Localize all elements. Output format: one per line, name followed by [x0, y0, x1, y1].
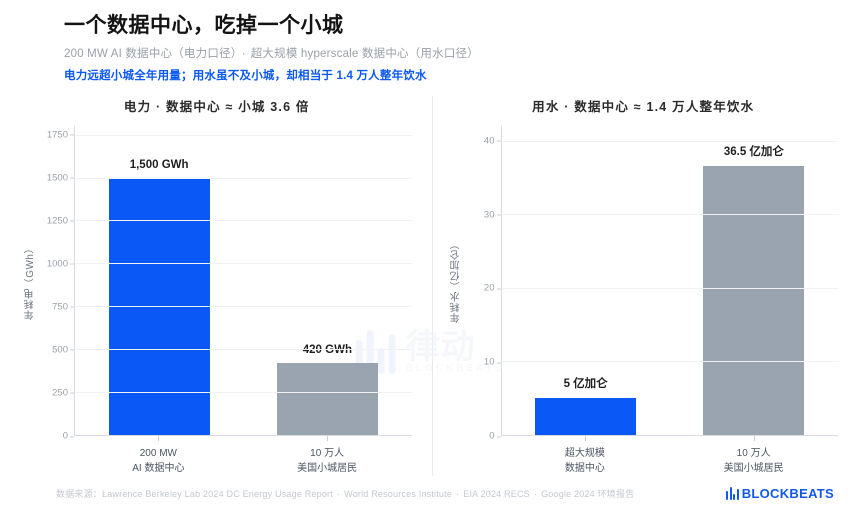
blockbeats-logo-text: BLOCKBEATS	[741, 485, 834, 501]
subtitle-right-text: 超大规模 hyperscale 数据中心（用水口径）	[250, 48, 479, 61]
subtitle-separator: ·	[241, 48, 246, 61]
gridline	[75, 392, 412, 394]
source-item-2: EIA 2024 RECS	[463, 488, 530, 499]
x-tick-line: 10 万人	[310, 448, 345, 459]
y-axis-label-water: 年耗水（亿加仑）	[451, 239, 462, 323]
y-tick-label-electricity-0: 0	[62, 430, 75, 442]
y-tick-label-electricity-5: 1250	[46, 215, 75, 227]
bar-value-label-electricity-0: 1,500 GWh	[129, 158, 189, 171]
charts-row: 律动 BLOCKBEATS 电力 · 数据中心 ≈ 小城 3.6 倍 年耗电（G…	[22, 96, 838, 476]
chart-panel-electricity: 电力 · 数据中心 ≈ 小城 3.6 倍 年耗电（GWh） 0 250 500 750…	[22, 96, 412, 476]
source-separator: ·	[336, 488, 341, 499]
bar-water-0[interactable]	[535, 398, 637, 435]
gridline	[501, 214, 838, 216]
y-tick-label-electricity-7: 1750	[46, 129, 75, 141]
bar-slot-electricity-0[interactable]: 1,500 GWh	[108, 126, 210, 435]
chart-title-water: 用水 · 数据中心 ≈ 1.4 万人整年饮水	[532, 100, 755, 115]
footer: 数据来源：Lawrence Berkeley Lab 2024 DC Energ…	[22, 476, 838, 510]
bar-slot-water-0[interactable]: 5 亿加仑	[535, 126, 637, 435]
y-axis-ticks-electricity: 0 250 500 750 1000 1250 1500 1750	[38, 126, 75, 442]
plot-area-electricity: 1,500 GWh 420 GWh	[74, 126, 412, 436]
bar-group-water: 5 亿加仑 36.5 亿加仑	[502, 126, 839, 435]
y-axis-label-electricity: 年耗电（GWh）	[24, 242, 36, 320]
x-axis-water: 超大规模数据中心 10 万人美国小城居民	[501, 436, 839, 476]
chart-panel-water: 用水 · 数据中心 ≈ 1.4 万人整年饮水 年耗水（亿加仑） 0 10 20 30 4…	[449, 96, 839, 476]
plot-area-water: 5 亿加仑 36.5 亿加仑	[500, 126, 839, 436]
gridline	[75, 177, 412, 179]
source-label: 数据来源：	[56, 488, 103, 499]
gridline	[75, 134, 412, 136]
chart-title-electricity: 电力 · 数据中心 ≈ 小城 3.6 倍	[123, 100, 310, 115]
panel-divider	[431, 96, 433, 476]
x-tick-electricity-0: 200 MW AI 数据中心	[108, 436, 209, 476]
bar-water-1[interactable]	[703, 166, 805, 435]
y-tick-label-electricity-2: 500	[52, 344, 74, 356]
highlight-text: 电力远超小城全年用量；用水虽不及小城，却相当于 1.4 万人整年饮水	[64, 70, 427, 83]
x-axis-ticks-water: 超大规模数据中心 10 万人美国小城居民	[501, 436, 839, 476]
gridline	[501, 287, 838, 289]
source-item-3: Google 2024 环境报告	[541, 488, 635, 499]
y-axis-ticks-water: 0 10 20 30 40	[465, 126, 502, 442]
x-axis-electricity: 200 MW AI 数据中心 10 万人美国小城居民	[74, 436, 412, 476]
x-tick-line: 200 MW	[139, 448, 177, 459]
gridline	[75, 306, 412, 308]
gridline	[501, 140, 838, 142]
y-tick-label-electricity-6: 1500	[46, 172, 75, 184]
source-item-0: Lawrence Berkeley Lab 2024 DC Energy Usa…	[102, 488, 333, 499]
bar-value-label-water-0: 5 亿加仑	[563, 378, 608, 391]
y-tick-label-water-0: 0	[489, 430, 502, 442]
source-note: 数据来源：Lawrence Berkeley Lab 2024 DC Energ…	[56, 487, 634, 500]
gridline	[75, 263, 412, 265]
y-tick-label-electricity-4: 1000	[46, 258, 75, 270]
y-tick-label-electricity-1: 250	[52, 387, 74, 399]
bar-slot-electricity-1[interactable]: 420 GWh	[276, 126, 378, 435]
blockbeats-logo: BLOCKBEATS	[726, 486, 834, 501]
subtitle: 200 MW AI 数据中心（电力口径） · 超大规模 hyperscale 数据中…	[64, 47, 838, 62]
y-tick-label-water-2: 20	[483, 282, 500, 294]
gridline	[75, 349, 412, 351]
x-tick-water-0: 超大规模 数据中心	[534, 436, 635, 476]
plot-wrap-electricity: 年耗电（GWh） 0 250 500 750 1000 1250 1500 1750 1,50…	[22, 126, 412, 442]
header: 一个数据中心，吃掉一个小城 200 MW AI 数据中心（电力口径） · 超大规模 …	[22, 14, 838, 84]
page-title: 一个数据中心，吃掉一个小城	[64, 14, 344, 37]
gridline	[75, 220, 412, 222]
bar-electricity-1[interactable]	[276, 362, 378, 435]
source-separator: ·	[456, 488, 460, 499]
bar-slot-water-1[interactable]: 36.5 亿加仑	[703, 126, 805, 435]
bar-group-electricity: 1,500 GWh 420 GWh	[75, 126, 412, 435]
y-tick-label-water-4: 40	[483, 135, 500, 147]
x-tick-line: 美国小城居民	[297, 463, 358, 474]
x-tick-electricity-1: 10 万人美国小城居民	[277, 436, 378, 476]
x-tick-line: 超大规模	[564, 448, 605, 459]
source-item-1: World Resources Institute	[344, 488, 453, 499]
x-tick-line: 美国小城居民	[723, 463, 784, 474]
bar-value-label-water-1: 36.5 亿加仑	[723, 146, 784, 159]
gridline	[501, 361, 838, 363]
x-tick-line: 10 万人	[736, 448, 771, 459]
x-tick-line: AI 数据中心	[132, 463, 185, 474]
blockbeats-bars-icon	[726, 486, 739, 500]
x-tick-water-1: 10 万人美国小城居民	[703, 436, 804, 476]
plot-wrap-water: 年耗水（亿加仑） 0 10 20 30 40 5 亿加仑 36.5 亿加仑	[449, 126, 839, 442]
x-axis-ticks-electricity: 200 MW AI 数据中心 10 万人美国小城居民	[74, 436, 412, 476]
subtitle-left-text: 200 MW AI 数据中心（电力口径）	[64, 48, 237, 61]
y-tick-label-electricity-3: 750	[52, 301, 74, 313]
y-tick-label-water-3: 30	[483, 209, 500, 221]
source-separator: ·	[533, 488, 538, 499]
x-tick-line: 数据中心	[564, 463, 605, 474]
y-tick-label-water-1: 10	[483, 356, 500, 368]
